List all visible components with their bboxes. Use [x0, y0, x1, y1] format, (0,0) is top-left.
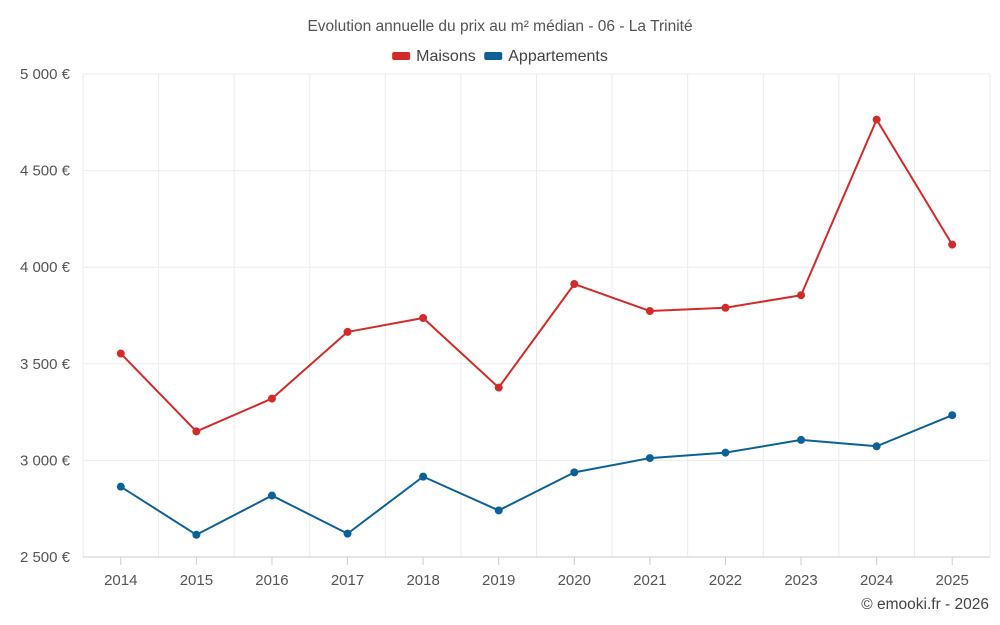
x-tick-label: 2018	[406, 572, 439, 589]
series-appartements	[116, 411, 957, 539]
data-point-appartements[interactable]	[116, 482, 125, 491]
x-tick-label: 2015	[180, 572, 213, 589]
data-point-maisons[interactable]	[872, 115, 881, 124]
data-point-maisons[interactable]	[343, 327, 352, 336]
x-axis: 2014 2015 2016 2017 2018 2019 2020 2021 2022 2023…	[83, 556, 990, 589]
series-layer	[116, 115, 957, 539]
data-point-appartements[interactable]	[721, 448, 730, 457]
x-tick-label: 2016	[255, 572, 288, 589]
legend[interactable]: Maisons Appartements	[392, 48, 608, 65]
data-point-appartements[interactable]	[343, 529, 352, 538]
y-tick-label: 3 500 €	[20, 356, 71, 373]
x-tick-label: 2022	[709, 572, 742, 589]
legend-item-maisons[interactable]: Maisons	[392, 48, 476, 65]
data-point-appartements[interactable]	[645, 454, 654, 463]
data-point-appartements[interactable]	[419, 472, 428, 481]
data-point-maisons[interactable]	[192, 427, 201, 436]
data-point-maisons[interactable]	[419, 314, 428, 323]
grid	[82, 73, 991, 558]
x-tick-label: 2023	[784, 572, 817, 589]
x-tick-label: 2020	[558, 572, 591, 589]
data-point-maisons[interactable]	[797, 291, 806, 300]
legend-label-appartements: Appartements	[508, 48, 608, 65]
data-point-appartements[interactable]	[494, 506, 503, 515]
y-tick-label: 2 500 €	[20, 549, 71, 566]
legend-swatch-maisons	[392, 52, 411, 60]
legend-item-appartements[interactable]: Appartements	[484, 48, 608, 65]
y-tick-label: 4 000 €	[20, 259, 71, 276]
legend-swatch-appartements	[484, 52, 503, 60]
data-point-maisons[interactable]	[645, 307, 654, 316]
credit-text: © emooki.fr - 2026	[861, 596, 989, 613]
x-tick-label: 2019	[482, 572, 515, 589]
data-point-appartements[interactable]	[797, 435, 806, 444]
data-point-maisons[interactable]	[948, 240, 957, 249]
series-line-appartements	[120, 414, 953, 536]
y-tick-label: 3 000 €	[20, 452, 71, 469]
series-maisons	[116, 115, 957, 436]
y-tick-label: 5 000 €	[20, 66, 71, 83]
chart-title: Evolution annuelle du prix au m² médian …	[307, 18, 692, 35]
x-tick-label: 2025	[936, 572, 969, 589]
x-tick-label: 2021	[633, 572, 666, 589]
legend-label-maisons: Maisons	[416, 48, 476, 65]
y-axis: 2 500 € 3 000 € 3 500 € 4 000 € 4 500 € 5 000…	[20, 66, 71, 566]
data-point-maisons[interactable]	[267, 394, 276, 403]
x-tick-label: 2017	[331, 572, 364, 589]
data-point-maisons[interactable]	[721, 303, 730, 312]
y-tick-label: 4 500 €	[20, 163, 71, 180]
data-point-appartements[interactable]	[570, 468, 579, 477]
data-point-maisons[interactable]	[494, 383, 503, 392]
data-point-appartements[interactable]	[267, 491, 276, 500]
data-point-appartements[interactable]	[948, 411, 957, 420]
data-point-maisons[interactable]	[116, 349, 125, 358]
data-point-appartements[interactable]	[192, 530, 201, 539]
series-line-maisons	[120, 118, 954, 433]
x-tick-label: 2024	[860, 572, 893, 589]
data-point-maisons[interactable]	[570, 280, 579, 289]
data-point-appartements[interactable]	[872, 442, 881, 451]
x-tick-label: 2014	[104, 572, 137, 589]
